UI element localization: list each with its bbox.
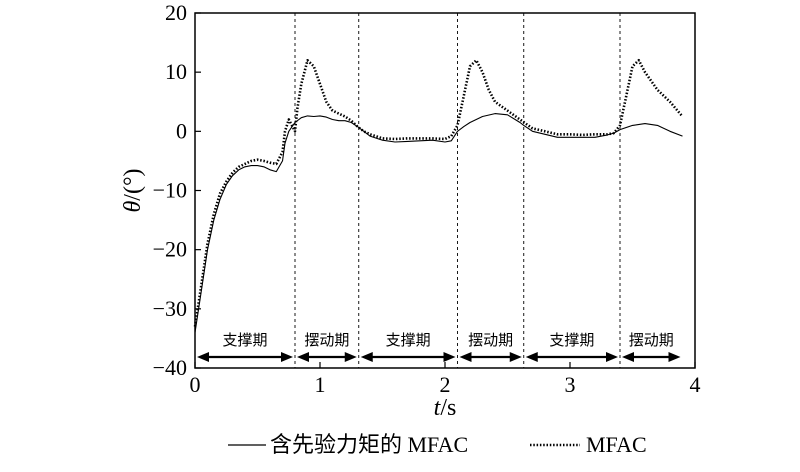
phase-label: 摆动期 bbox=[468, 331, 513, 349]
y-tick-label: 10 bbox=[165, 59, 187, 84]
phase-arrowhead-right bbox=[443, 352, 456, 362]
y-tick-label: 0 bbox=[176, 118, 187, 143]
legend: 含先验力矩的 MFAC MFAC bbox=[228, 432, 647, 457]
phase-arrowhead-left bbox=[459, 352, 472, 362]
series-line-mfac-prior-torque bbox=[194, 113, 683, 333]
phase-label: 支撑期 bbox=[549, 331, 594, 349]
y-tick-label: −10 bbox=[153, 178, 187, 203]
phase-arrowhead-left bbox=[525, 352, 538, 362]
x-tick-label: 1 bbox=[315, 372, 326, 397]
series-line-mfac bbox=[193, 59, 684, 327]
phase-arrowhead-left bbox=[297, 352, 309, 362]
phase-label: 支撑期 bbox=[386, 331, 431, 349]
series-layer bbox=[193, 59, 684, 333]
x-axis-label: t/s bbox=[434, 395, 457, 421]
axis-ticks: −40 −30 −20 −10 0 10 20 0 1 2 3 4 bbox=[153, 0, 701, 397]
phase-arrowhead-right bbox=[344, 352, 357, 362]
y-axis-label: θ/(°) bbox=[120, 168, 146, 212]
x-tick-label: 4 bbox=[690, 372, 701, 397]
phase-label: 支撑期 bbox=[222, 331, 267, 349]
legend-label-1: MFAC bbox=[586, 432, 647, 457]
phase-arrowhead-left bbox=[360, 352, 373, 362]
phase-annotations: 支撑期 摆动期 支撑期 摆动期 支撑期 摆动期 bbox=[197, 13, 681, 368]
phase-arrowhead-right bbox=[281, 352, 293, 362]
phase-label: 摆动期 bbox=[304, 331, 349, 349]
phase-arrowhead-left bbox=[197, 352, 209, 362]
legend-label-0: 含先验力矩的 MFAC bbox=[270, 432, 468, 457]
phase-label: 摆动期 bbox=[629, 331, 674, 349]
phase-arrowhead-right bbox=[509, 352, 522, 362]
y-tick-label: −40 bbox=[153, 355, 187, 380]
x-tick-label: 3 bbox=[565, 372, 576, 397]
phase-arrowhead-right bbox=[668, 352, 681, 362]
x-tick-label: 0 bbox=[190, 372, 201, 397]
y-tick-label: −20 bbox=[153, 237, 187, 262]
phase-arrowhead-right bbox=[606, 352, 618, 362]
y-tick-label: 20 bbox=[165, 0, 187, 25]
x-tick-label: 2 bbox=[440, 372, 451, 397]
phase-arrowhead-left bbox=[622, 352, 634, 362]
y-tick-label: −30 bbox=[153, 296, 187, 321]
